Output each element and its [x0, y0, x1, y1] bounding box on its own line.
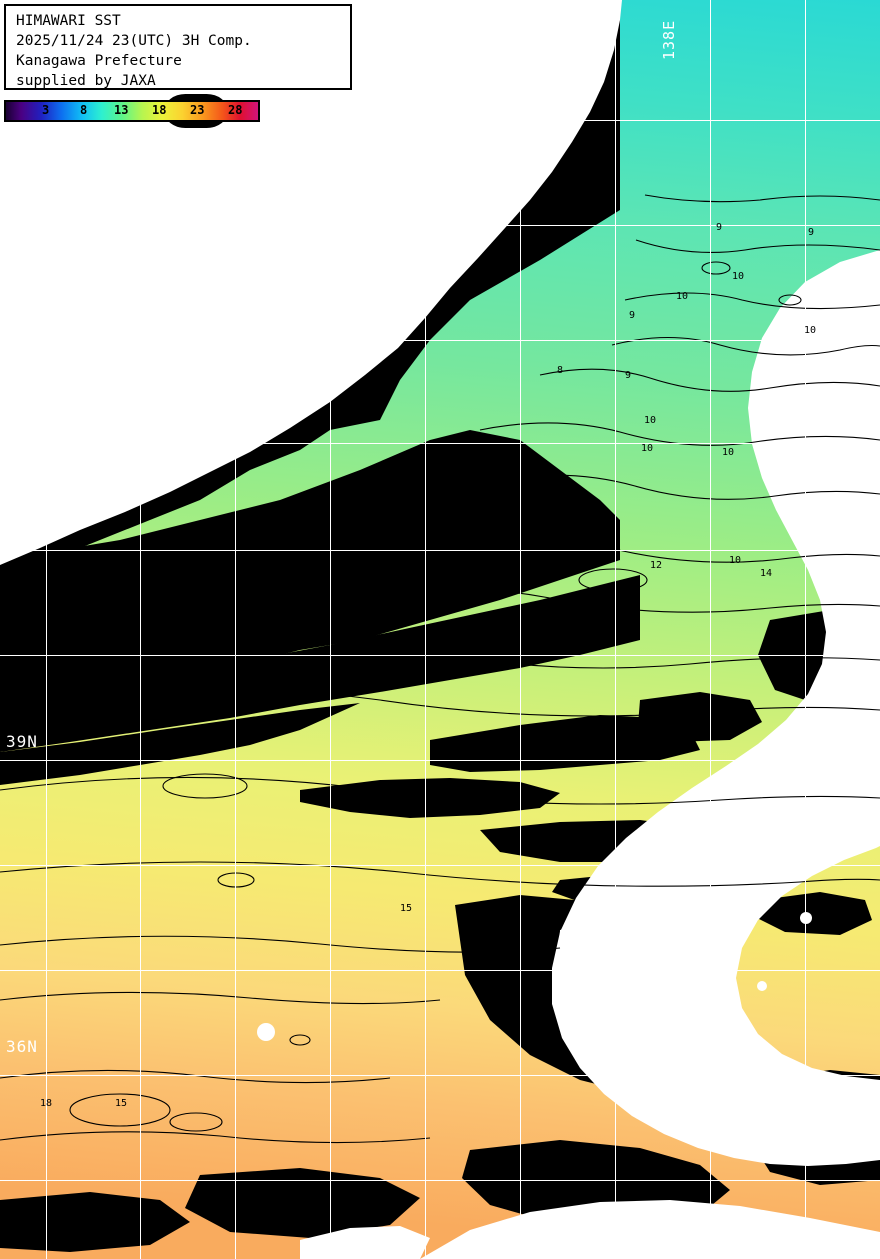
longitude-label-138e: 138E — [660, 19, 678, 60]
contour-lines — [0, 194, 880, 1144]
contour-label: 14 — [760, 568, 773, 579]
latitude-label-42n: 42N — [6, 420, 38, 439]
grid-line-vertical — [140, 0, 141, 1259]
colorbar-tick-28: 28 — [228, 103, 243, 117]
grid-line-horizontal — [0, 970, 880, 971]
grid-line-horizontal — [0, 550, 880, 551]
grid-line-horizontal — [0, 225, 880, 226]
colorbar-tick-18: 18 — [152, 103, 167, 117]
grid-line-horizontal — [0, 865, 880, 866]
grid-line-vertical — [520, 0, 521, 1259]
contour-label: 9 — [808, 227, 815, 238]
grid-line-vertical — [805, 0, 806, 1259]
grid-line-horizontal — [0, 443, 880, 444]
title-line-source: supplied by JAXA — [16, 73, 156, 89]
colorbar-tick-13: 13 — [114, 103, 129, 117]
grid-line-vertical — [330, 0, 331, 1259]
grid-line-horizontal — [0, 655, 880, 656]
contour-label: 15 — [400, 903, 413, 914]
contour-label: 10 — [676, 291, 689, 302]
contour-label: 9 — [625, 370, 632, 381]
contour-label: 9 — [629, 310, 636, 321]
contour-label: 10 — [722, 447, 735, 458]
latitude-label-39n: 39N — [6, 732, 38, 751]
contour-label: 12 — [650, 560, 663, 571]
grid-line-vertical — [46, 0, 47, 1259]
contour-label: 10 — [641, 443, 654, 454]
grid-line-horizontal — [0, 1075, 880, 1076]
title-legend-box: HIMAWARI SST 2025/11/24 23(UTC) 3H Comp.… — [4, 4, 352, 90]
grid-line-vertical — [710, 0, 711, 1259]
grid-line-vertical — [235, 0, 236, 1259]
grid-line-horizontal — [0, 120, 880, 121]
contour-label: 18 — [40, 1098, 53, 1109]
title-line-region: Kanagawa Prefecture — [16, 53, 182, 69]
colorbar-tick-3: 3 — [42, 103, 50, 117]
contour-label: 15 — [115, 1098, 128, 1109]
colorbar: 3 8 13 18 23 28 — [4, 94, 260, 128]
grid-line-vertical — [425, 0, 426, 1259]
contour-label: 10 — [644, 415, 657, 426]
contour-label: 9 — [716, 222, 723, 233]
grid-line-horizontal — [0, 340, 880, 341]
grid-line-horizontal — [0, 760, 880, 761]
contour-label: 8 — [557, 365, 564, 376]
colorbar-tick-23: 23 — [190, 103, 205, 117]
title-line-datetime: 2025/11/24 23(UTC) 3H Comp. — [16, 33, 252, 49]
title-line-product: HIMAWARI SST — [16, 13, 121, 29]
grid-line-horizontal — [0, 1180, 880, 1181]
contour-label: 10 — [804, 325, 817, 336]
colorbar-gradient — [4, 100, 260, 122]
contour-label: 10 — [732, 271, 745, 282]
grid-line-vertical — [615, 0, 616, 1259]
colorbar-tick-8: 8 — [80, 103, 88, 117]
contour-label: 10 — [729, 555, 742, 566]
latitude-label-36n: 36N — [6, 1037, 38, 1056]
